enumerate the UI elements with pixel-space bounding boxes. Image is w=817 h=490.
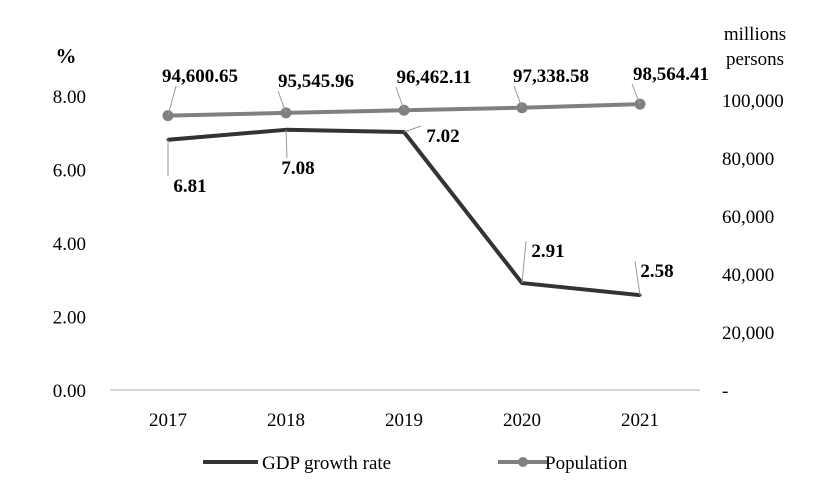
left-tick-label: 4.00 (53, 234, 86, 255)
left-tick-label: 2.00 (53, 308, 86, 329)
x-tick-label: 2021 (621, 410, 659, 431)
gdp-data-label: 7.02 (426, 126, 459, 147)
series-layer (162, 98, 646, 298)
gdp-data-label: 2.91 (531, 241, 564, 262)
legend-population-label: Population (545, 453, 628, 474)
gdp-data-label: 7.08 (281, 158, 314, 179)
right-tick-label: - (722, 381, 728, 402)
population-data-label: 94,600.65 (162, 66, 238, 87)
gdp-data-label: 6.81 (173, 176, 206, 197)
x-tick-label: 2019 (385, 410, 423, 431)
right-tick-label: 40,000 (722, 265, 774, 286)
population-label-leader (395, 86, 405, 111)
population-data-label: 96,462.11 (397, 67, 472, 88)
population-label-leader (167, 85, 177, 116)
gdp-label-leader (521, 240, 527, 284)
right-tick-label: 80,000 (722, 149, 774, 170)
x-tick-label: 2020 (503, 410, 541, 431)
gdp-label-leader (403, 125, 422, 133)
legend-population-marker (518, 457, 528, 467)
population-label-leader (631, 83, 641, 105)
left-axis-unit: % (56, 44, 77, 68)
gdp-label-leader (634, 260, 641, 296)
right-axis-ticks: - 20,000 40,000 60,000 80,000 100,000 (722, 91, 784, 402)
right-tick-label: 100,000 (722, 91, 784, 112)
right-axis-unit-line1: millions (724, 24, 786, 45)
population-label-leader (513, 85, 523, 108)
right-tick-label: 60,000 (722, 207, 774, 228)
gdp-growth-line (167, 127, 641, 298)
left-axis-ticks: 0.00 2.00 4.00 6.00 8.00 (53, 87, 86, 402)
population-data-label: 98,564.41 (633, 64, 709, 85)
left-tick-label: 0.00 (53, 381, 86, 402)
legend-gdp-label: GDP growth rate (262, 453, 391, 474)
left-tick-label: 6.00 (53, 161, 86, 182)
legend: GDP growth rate Population (203, 453, 628, 474)
gdp-data-label: 2.58 (640, 261, 673, 282)
left-tick-label: 8.00 (53, 87, 86, 108)
right-tick-label: 20,000 (722, 323, 774, 344)
population-data-label: 97,338.58 (513, 66, 589, 87)
population-data-label: 95,545.96 (278, 71, 354, 92)
population-label-leader (277, 90, 287, 114)
axes: % millions persons (56, 24, 786, 391)
x-tick-label: 2017 (149, 410, 187, 431)
x-axis-ticks: 2017 2018 2019 2020 2021 (149, 410, 659, 431)
data-labels: 94,600.65 95,545.96 96,462.11 97,338.58 98,5… (162, 64, 709, 296)
gdp-label-leader (285, 129, 288, 159)
right-axis-unit-line2: persons (726, 49, 784, 70)
x-tick-label: 2018 (267, 410, 305, 431)
